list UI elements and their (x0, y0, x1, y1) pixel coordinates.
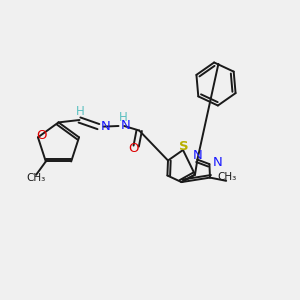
Text: N: N (193, 148, 203, 162)
Text: H: H (119, 111, 128, 124)
Text: CH₃: CH₃ (26, 173, 45, 183)
Text: S: S (179, 140, 189, 153)
Text: N: N (101, 119, 111, 133)
Text: O: O (36, 129, 47, 142)
Text: N: N (121, 119, 131, 132)
Text: O: O (129, 142, 139, 155)
Text: N: N (213, 156, 223, 169)
Text: H: H (76, 105, 85, 118)
Text: CH₃: CH₃ (217, 172, 236, 182)
